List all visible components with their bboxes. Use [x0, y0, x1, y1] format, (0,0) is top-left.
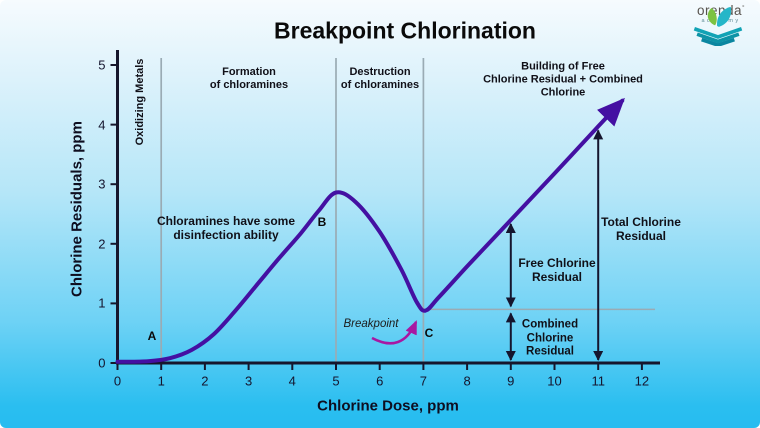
annotation-chloramines: Chloramines have some disinfection abili… [156, 213, 296, 242]
annotation-total-chlorine-residual: Total Chlorine Residual [601, 214, 681, 243]
zone-label-building: Building of Free Chlorine Residual + Com… [483, 60, 643, 99]
y-tick-label: 5 [98, 57, 106, 73]
x-tick-label: 2 [201, 373, 209, 389]
y-tick-label: 1 [98, 295, 106, 311]
x-tick-label: 1 [157, 373, 165, 389]
x-tick-label: 5 [332, 373, 340, 389]
point-label-c: C [424, 326, 434, 340]
zone-label-destruction: Destruction of chloramines [340, 66, 420, 91]
x-tick-label: 8 [463, 373, 471, 389]
y-tick-label: 0 [98, 355, 106, 371]
point-label-a: A [147, 329, 157, 343]
x-tick-label: 0 [113, 373, 122, 389]
y-tick-label: 4 [98, 117, 106, 133]
y-tick-label: 3 [98, 176, 106, 192]
annotation-breakpoint: Breakpoint [343, 318, 399, 330]
x-tick-label: 12 [634, 373, 650, 389]
x-tick-label: 9 [507, 373, 515, 389]
x-tick-label: 11 [591, 373, 605, 389]
point-label-b: B [317, 215, 327, 229]
y-tick-label: 2 [98, 236, 106, 252]
annotation-combined-chlorine-residual: Combined Chlorine Residual [521, 318, 579, 358]
logo-mark: ° [742, 5, 745, 12]
x-tick-label: 6 [376, 373, 384, 389]
orenda-book-icon [693, 6, 743, 46]
annotation-free-chlorine-residual: Free Chlorine Residual [518, 255, 596, 284]
chart-title: Breakpoint Chlorination [274, 17, 536, 44]
x-tick-label: 3 [244, 373, 253, 389]
orenda-academy-logo: orenda° academy [688, 4, 754, 68]
x-tick-label: 4 [288, 373, 296, 389]
x-tick-label: 10 [547, 373, 562, 389]
x-tick-label: 7 [419, 373, 428, 389]
zone-label-formation: Formation of chloramines [209, 66, 289, 91]
y-axis-label: Chlorine Residuals, ppm [68, 121, 86, 297]
zone-label-oxidizing-metals: Oxidizing Metals [134, 58, 146, 146]
x-axis-label: Chlorine Dose, ppm [317, 397, 459, 415]
